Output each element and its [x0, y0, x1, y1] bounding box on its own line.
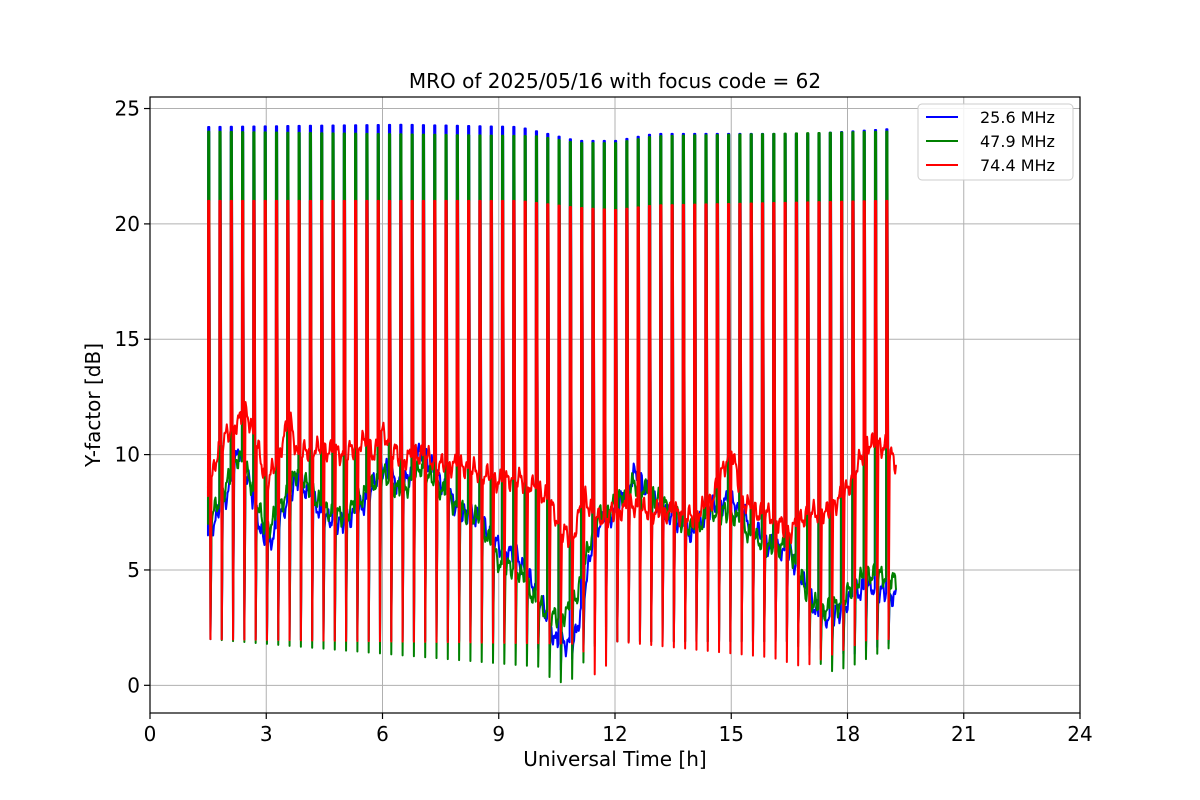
y-tick-label: 5 [127, 558, 140, 582]
series-line-74-4-mhz [206, 199, 897, 676]
x-tick-label: 9 [492, 722, 505, 746]
series-line-47-9-mhz [206, 130, 897, 684]
legend-label-25-6-mhz: 25.6 MHz [980, 108, 1055, 127]
legend-box [917, 103, 1074, 181]
x-tick-label: 21 [951, 722, 976, 746]
y-tick-label: 20 [115, 212, 140, 236]
y-axis-label: Y-factor [dB] [81, 343, 105, 468]
x-axis-label: Universal Time [h] [523, 747, 706, 771]
chart-title: MRO of 2025/05/16 with focus code = 62 [409, 69, 821, 93]
x-tick-label: 0 [144, 722, 157, 746]
x-tick-label: 24 [1067, 722, 1092, 746]
y-tick-label: 15 [115, 327, 140, 351]
x-tick-label: 6 [376, 722, 389, 746]
legend-label-47-9-mhz: 47.9 MHz [980, 132, 1055, 151]
legend: 25.6 MHz 47.9 MHz 74.4 MHz [917, 103, 1074, 181]
x-axis-ticks: 0 3 6 9 12 15 18 21 24 [144, 713, 1093, 746]
x-tick-label: 12 [602, 722, 627, 746]
x-tick-label: 18 [835, 722, 860, 746]
x-tick-label: 3 [260, 722, 273, 746]
series-line-25-6-mhz [206, 123, 897, 671]
x-tick-label: 15 [719, 722, 744, 746]
y-axis-ticks: 0 5 10 15 20 25 [115, 97, 150, 697]
y-tick-label: 25 [115, 97, 140, 121]
y-tick-label: 0 [127, 673, 140, 697]
y-tick-label: 10 [115, 443, 140, 467]
series-layer [206, 123, 897, 684]
legend-label-74-4-mhz: 74.4 MHz [980, 156, 1055, 175]
